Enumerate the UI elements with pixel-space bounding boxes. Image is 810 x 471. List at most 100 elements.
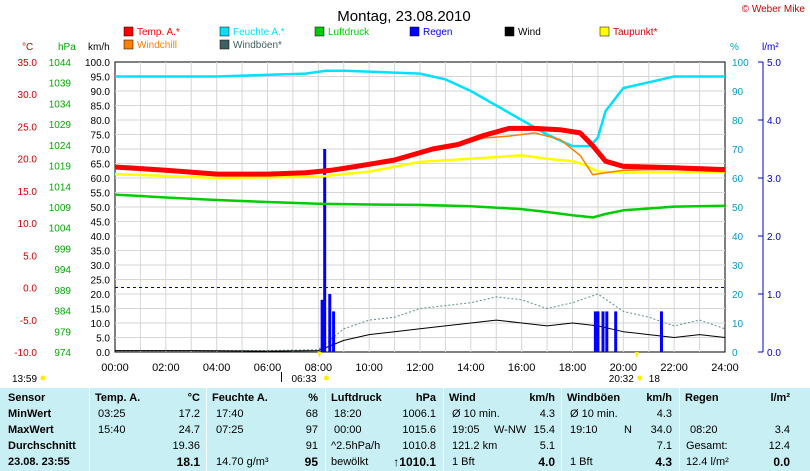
pressure-avg: 1010.8 [402,440,436,452]
y-tick-label-pressure: 1039 [49,79,72,90]
sunset-icon [637,375,643,381]
y-tick-label-wind: 100.0 [85,58,110,69]
legend-swatch [314,26,325,37]
right-mark-label: 18 [649,374,661,385]
y-tick-label-rain: 3.0 [767,174,781,185]
y-tick-label-pressure: 994 [54,265,71,276]
temp-min: 17.2 [178,408,200,420]
y-tick-label-pressure: 1034 [49,99,72,110]
y-tick-label-wind: 10.0 [91,319,111,330]
rain-bar [605,311,609,352]
y-tick-label-pressure: 1024 [49,141,72,152]
rain-header: Regen [685,392,719,404]
y-tick-label-rain: 1.0 [767,290,781,301]
y-tick-label-humidity: 50 [732,203,744,214]
x-tick-label: 04:00 [203,362,231,374]
axis-unit-label: % [730,42,739,53]
y-tick-label-humidity: 80 [732,116,744,127]
y-tick-label-wind: 65.0 [91,160,111,171]
rain-unit: l/m² [770,392,790,404]
series-line-luftdruck [114,193,726,219]
legend-swatch [504,26,515,37]
legend-label: Temp. A.* [137,27,180,38]
y-tick-label-pressure: 1014 [49,182,72,193]
x-tick-label: 24:00 [711,362,739,374]
gusts-current: 4.3 [655,455,672,469]
y-tick-label-pressure: 1029 [49,120,72,131]
y-tick-label-wind: 75.0 [91,131,111,142]
legend-label: Taupunkt* [613,27,658,38]
y-tick-label-rain: 4.0 [767,116,781,127]
wind-min: 4.3 [539,408,555,420]
humidity-min: 68 [305,408,318,420]
humidity-current: 95 [304,455,318,469]
humidity-max: 97 [305,424,318,436]
legend-label: Feuchte A.* [233,27,285,38]
pressure-max-time: 00:00 [334,424,362,436]
legend-swatch [219,26,230,37]
axis-unit-label: °C [22,42,33,53]
legend-swatch [409,26,420,37]
y-tick-label-rain: 5.0 [767,58,781,69]
rain-bar [659,311,663,352]
legend-swatch [123,26,134,37]
wind-header: Wind [449,392,476,404]
rain-bar [593,311,597,352]
y-tick-label-wind: 90.0 [91,87,111,98]
x-tick-label: 14:00 [457,362,485,374]
y-tick-label-pressure: 989 [54,286,71,297]
pressure-trend: ^2.5hPa/h [331,440,381,452]
chart-title: Montag, 23.08.2010 [337,8,470,25]
legend-label: Regen [423,27,452,38]
left-time-label: 13:59 [12,374,37,385]
axis-ticks: 35.0 30.0 25.0 20.0 15.0 10.0 5.0 0.0 -5.0 -10.0 1… [14,58,781,374]
pressure-current: ↑1010.1 [393,455,436,469]
x-tick-label: 22:00 [660,362,688,374]
row-label-max: MaxWert [8,424,54,436]
rain-bar [323,149,327,352]
wind-current: 4.0 [538,455,555,469]
y-tick-label-humidity: 20 [732,290,744,301]
humidity-avg: 91 [305,440,318,452]
rain-bar [332,311,336,352]
axis-unit-label: hPa [58,42,76,53]
y-tick-label-temp: -5.0 [20,316,38,327]
y-tick-label-pressure: 1019 [49,162,72,173]
y-tick-label-pressure: 1009 [49,203,72,214]
y-tick-label-humidity: 40 [732,232,744,243]
gusts-header: Windböen [567,392,621,404]
y-tick-label-pressure: 1044 [49,58,72,69]
legend-label: Luftdruck [328,27,370,38]
sunrise-arrow [317,352,322,358]
rain-total: 12.4 [768,440,790,452]
plot-area [114,69,726,352]
axis-unit-label: l/m² [762,42,779,53]
wind-distance: 121.2 km [452,440,498,452]
wind-beaufort: 1 Bft [452,456,475,468]
y-tick-label-rain: 0.0 [767,348,781,359]
pressure-max: 1015.6 [402,424,436,436]
humidity-max-time: 07:25 [216,424,244,436]
y-tick-label-wind: 50.0 [91,203,111,214]
y-tick-label-wind: 45.0 [91,218,111,229]
y-tick-label-pressure: 999 [54,244,71,255]
wind-max-dir: W-NW [494,424,527,436]
temp-max: 24.7 [178,424,200,436]
y-tick-label-humidity: 100 [732,58,749,69]
x-tick-label: 06:00 [254,362,282,374]
legend-swatch [219,39,230,50]
row-label-avg: Durchschnitt [8,440,76,452]
y-tick-label-wind: 35.0 [91,247,111,258]
rain-bar [614,311,618,352]
y-tick-label-temp: 35.0 [18,58,38,69]
axis-unit-label: km/h [88,42,110,53]
y-tick-label-humidity: 30 [732,261,744,272]
legend-swatch [123,39,134,50]
y-tick-label-wind: 30.0 [91,261,111,272]
y-tick-label-wind: 25.0 [91,276,111,287]
rain-total-label: Gesamt: [686,440,728,452]
wind-max: 15.4 [533,424,555,436]
pressure-min: 1006.1 [402,408,436,420]
rain-current-total: 12.4 l/m² [686,456,729,468]
gusts-max: 34.0 [650,424,672,436]
